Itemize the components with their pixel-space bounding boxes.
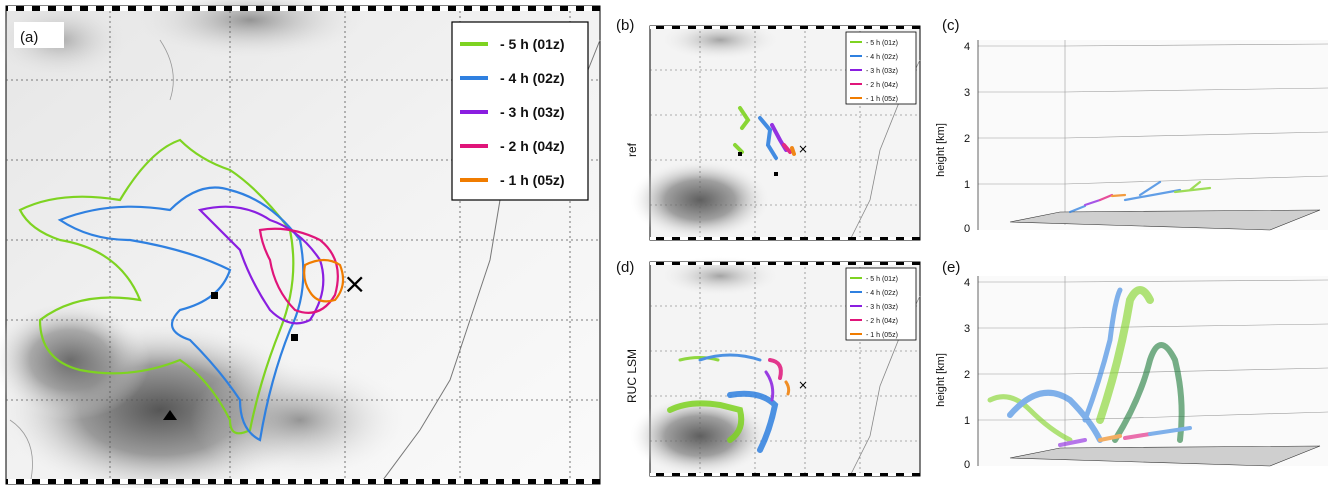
panel-b-label: (b) (616, 17, 634, 34)
svg-text:- 4 h (02z): - 4 h (02z) (866, 54, 898, 61)
row-label-ruc-lsm: RUC LSM (625, 349, 639, 403)
svg-text:3: 3 (964, 87, 970, 99)
legend-label-1h: - 1 h (05z) (500, 172, 565, 188)
legend-label-5h: - 5 h (01z) (500, 36, 565, 52)
svg-text:1: 1 (964, 415, 970, 427)
svg-text:- 1 h (05z): - 1 h (05z) (866, 96, 898, 103)
station-square-marker (211, 292, 218, 299)
svg-text:×: × (798, 378, 808, 392)
svg-text:- 2 h (04z): - 2 h (04z) (866, 318, 898, 325)
legend-b: - 5 h (01z) - 4 h (02z) - 3 h (03z) - 2 … (845, 31, 917, 105)
svg-text:- 4 h (02z): - 4 h (02z) (866, 290, 898, 297)
svg-text:2: 2 (964, 369, 970, 381)
panel-e-yticks: 4 3 2 1 0 (964, 277, 970, 471)
panel-d-label: (d) (616, 259, 634, 276)
legend-a: - 5 h (01z) - 4 h (02z) - 3 h (03z) - 2 … (451, 21, 589, 201)
legend-label-4h: - 4 h (02z) (500, 70, 565, 86)
svg-text:- 3 h (03z): - 3 h (03z) (866, 304, 898, 311)
panel-e-label: (e) (942, 259, 960, 276)
svg-text:0: 0 (964, 223, 970, 235)
panel-e: (e) height [km] 4 3 2 1 0 (935, 259, 1329, 471)
row-label-ref: ref (625, 142, 639, 157)
peak-triangle-marker (163, 410, 177, 420)
station-square-marker (291, 334, 298, 341)
panel-c-label: (c) (942, 17, 960, 34)
panel-c-ylabel: height [km] (935, 123, 947, 177)
panel-b: (b) ref × - 5 h (01z) - 4 h (02z) (616, 17, 921, 241)
legend-d: - 5 h (01z) - 4 h (02z) - 3 h (03z) - 2 … (845, 267, 917, 341)
svg-text:4: 4 (964, 277, 970, 289)
panel-c-yticks: 4 3 2 1 0 (964, 41, 970, 235)
svg-text:- 5 h (01z): - 5 h (01z) (866, 276, 898, 283)
svg-text:2: 2 (964, 133, 970, 145)
panel-d: (d) RUC LSM × - 5 h (01z) - 4 h (02z) (616, 256, 921, 477)
panel-c: (c) height [km] 4 3 2 1 0 (935, 17, 1329, 235)
legend-label-3h: - 3 h (03z) (500, 104, 565, 120)
svg-text:×: × (798, 142, 808, 156)
panel-a: × - 5 h (01z) - 4 h (02z) - 3 h (03z) - … (0, 0, 601, 488)
svg-text:- 3 h (03z): - 3 h (03z) (866, 68, 898, 75)
svg-text:- 5 h (01z): - 5 h (01z) (866, 40, 898, 47)
svg-text:- 1 h (05z): - 1 h (05z) (866, 332, 898, 339)
legend-label-2h: - 2 h (04z) (500, 138, 565, 154)
panel-e-ylabel: height [km] (935, 353, 947, 407)
svg-text:3: 3 (964, 323, 970, 335)
svg-text:4: 4 (964, 41, 970, 53)
svg-text:- 2 h (04z): - 2 h (04z) (866, 82, 898, 89)
cross-marker: × (343, 267, 366, 300)
svg-text:0: 0 (964, 459, 970, 471)
panel-a-label: (a) (20, 29, 38, 46)
svg-text:1: 1 (964, 179, 970, 191)
